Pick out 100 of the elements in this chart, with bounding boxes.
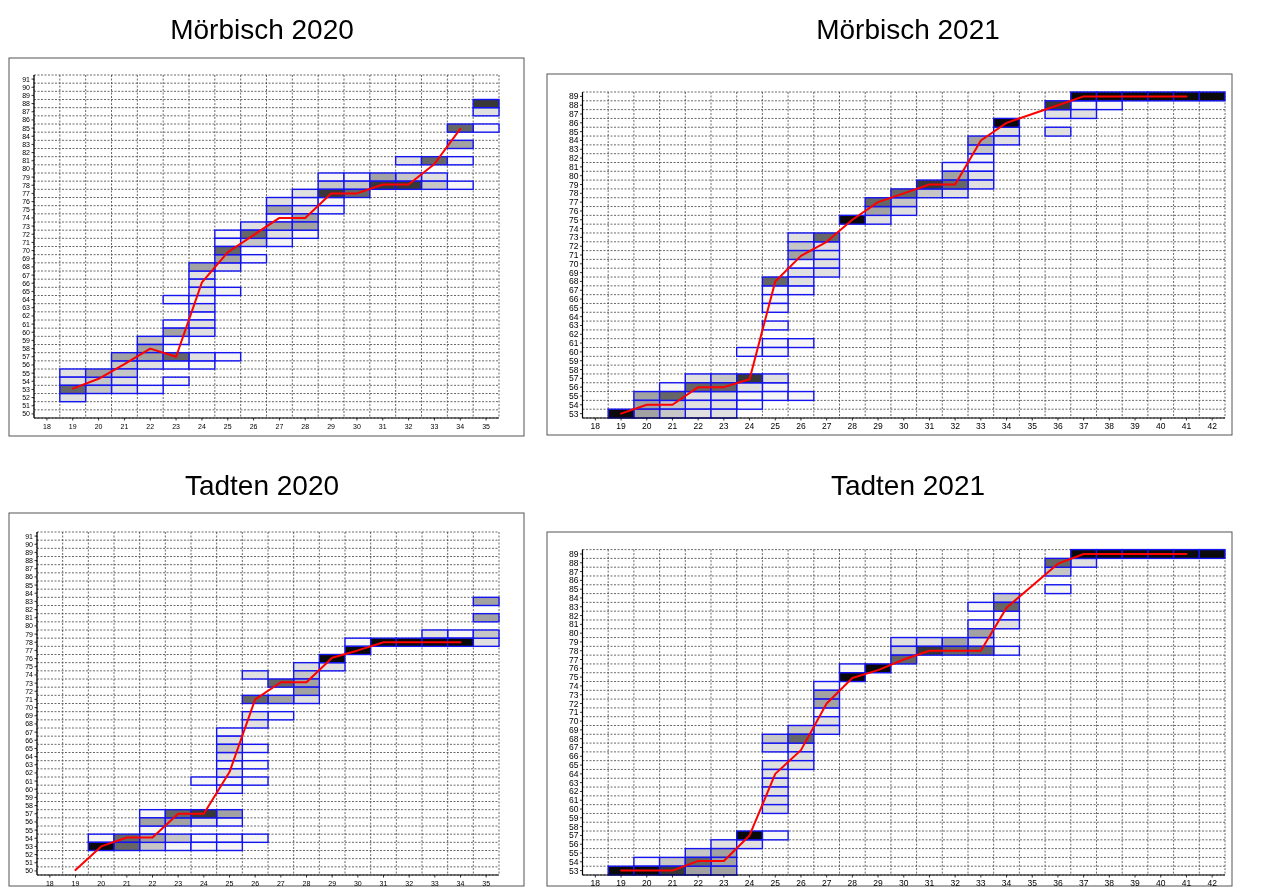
- y-tick-label: 75: [569, 214, 579, 225]
- y-tick-label: 89: [569, 549, 579, 559]
- y-tick-label: 63: [569, 320, 579, 331]
- chart-title: Tadten 2021: [830, 469, 986, 501]
- x-tick-label: 19: [616, 878, 627, 888]
- y-tick-label: 77: [569, 654, 579, 665]
- chart-title: Mörbisch 2021: [816, 13, 1000, 45]
- x-tick-label: 36: [1053, 878, 1063, 888]
- x-tick-label: 40: [1156, 878, 1166, 888]
- x-tick-label: 35: [1027, 878, 1038, 888]
- y-tick-label: 59: [569, 812, 579, 823]
- y-tick-label: 74: [569, 223, 579, 234]
- y-tick-label: 60: [569, 346, 579, 357]
- x-tick-label: 37: [1078, 878, 1089, 888]
- y-tick-label: 84: [569, 135, 579, 146]
- x-tick-label: 39: [1130, 878, 1141, 888]
- chart-title: Tadten 2020: [184, 469, 340, 501]
- x-tick-label: 27: [821, 421, 832, 431]
- x-tick-label: 37: [1078, 421, 1089, 431]
- x-tick-label: 30: [899, 421, 909, 431]
- y-tick-label: 81: [569, 161, 579, 172]
- y-tick-label: 70: [569, 258, 579, 269]
- y-tick-label: 68: [569, 276, 579, 287]
- x-tick-label: 35: [1027, 421, 1038, 431]
- y-tick-label: 64: [569, 311, 579, 322]
- y-tick-label: 54: [569, 399, 579, 410]
- x-tick-label: 20: [642, 878, 652, 888]
- y-tick-label: 73: [569, 232, 579, 243]
- x-tick-label: 32: [950, 421, 961, 431]
- x-tick-label: 41: [1181, 421, 1192, 431]
- x-tick-label: 24: [744, 878, 755, 888]
- y-tick-label: 57: [569, 373, 579, 384]
- y-tick-label: 56: [569, 382, 579, 393]
- y-tick-label: 56: [569, 839, 579, 850]
- x-tick-label: 33: [976, 878, 986, 888]
- x-tick-label: 32: [950, 878, 961, 888]
- x-tick-label: 42: [1207, 878, 1218, 888]
- y-tick-label: 53: [569, 865, 579, 876]
- chart-title: Mörbisch 2020: [170, 13, 354, 45]
- y-tick-label: 80: [569, 170, 579, 181]
- y-tick-label: 55: [569, 848, 579, 859]
- x-tick-label: 28: [847, 421, 858, 431]
- y-tick-label: 82: [569, 610, 579, 621]
- x-tick-label: 38: [1104, 421, 1115, 431]
- y-tick-label: 62: [569, 329, 579, 340]
- y-tick-label: 86: [569, 575, 579, 586]
- y-tick-label: 88: [569, 100, 579, 111]
- y-tick-label: 72: [569, 698, 579, 709]
- x-tick-label: 21: [667, 421, 678, 431]
- x-tick-label: 29: [873, 421, 884, 431]
- x-tick-label: 39: [1130, 421, 1141, 431]
- x-tick-label: 19: [616, 421, 627, 431]
- x-tick-label: 33: [976, 421, 986, 431]
- y-tick-label: 82: [569, 153, 579, 164]
- x-tick-label: 23: [719, 421, 729, 431]
- y-tick-label: 71: [569, 707, 579, 718]
- y-tick-label: 60: [569, 804, 579, 815]
- y-tick-label: 76: [569, 663, 579, 674]
- y-tick-label: 53: [569, 408, 579, 419]
- y-tick-label: 89: [569, 91, 579, 102]
- y-tick-label: 59: [569, 355, 579, 366]
- x-tick-label: 22: [693, 878, 704, 888]
- x-tick-label: 23: [719, 878, 729, 888]
- x-tick-label: 31: [924, 878, 935, 888]
- x-tick-label: 41: [1181, 878, 1192, 888]
- x-tick-label: 24: [744, 421, 755, 431]
- y-tick-label: 66: [569, 751, 579, 762]
- x-tick-label: 22: [693, 421, 704, 431]
- y-tick-label: 83: [569, 144, 579, 155]
- y-tick-label: 78: [569, 645, 579, 656]
- y-tick-label: 79: [569, 636, 579, 647]
- y-tick-label: 75: [569, 672, 579, 683]
- y-tick-label: 76: [569, 205, 579, 216]
- y-tick-label: 57: [569, 830, 579, 841]
- y-tick-label: 68: [569, 733, 579, 744]
- y-tick-label: 69: [569, 724, 579, 735]
- x-tick-label: 25: [770, 878, 781, 888]
- y-tick-label: 55: [569, 390, 579, 401]
- x-tick-label: 25: [770, 421, 781, 431]
- x-tick-label: 20: [642, 421, 652, 431]
- y-tick-label: 78: [569, 188, 579, 199]
- y-tick-label: 85: [569, 584, 579, 595]
- y-tick-label: 67: [569, 742, 579, 753]
- x-tick-label: 36: [1053, 421, 1063, 431]
- x-tick-label: 27: [821, 878, 832, 888]
- y-tick-label: 83: [569, 601, 579, 612]
- y-tick-label: 79: [569, 179, 579, 190]
- y-tick-label: 73: [569, 689, 579, 700]
- y-tick-label: 61: [569, 338, 579, 349]
- y-tick-label: 85: [569, 126, 579, 137]
- y-tick-label: 77: [569, 197, 579, 208]
- y-tick-label: 66: [569, 294, 579, 305]
- y-tick-label: 80: [569, 628, 579, 639]
- x-tick-label: 21: [667, 878, 678, 888]
- y-tick-label: 70: [569, 716, 579, 727]
- x-tick-label: 18: [590, 421, 601, 431]
- y-tick-label: 87: [569, 109, 579, 120]
- x-tick-label: 18: [590, 878, 601, 888]
- y-tick-label: 54: [569, 856, 579, 867]
- y-tick-label: 61: [569, 795, 579, 806]
